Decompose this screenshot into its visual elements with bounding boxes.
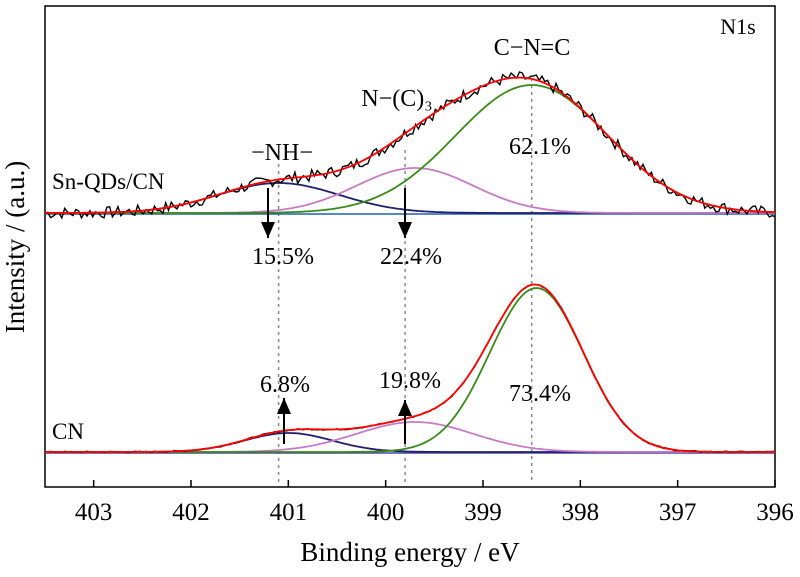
envelope-fit-1 (45, 283, 775, 453)
pct-label-cn-nh: 6.8% (260, 372, 310, 398)
arrow-sn-nc3-head (398, 222, 412, 238)
pct-label-cn-nc3: 19.8% (379, 368, 441, 394)
sample-label-cn: CN (52, 419, 84, 444)
spectrum-tag: N1s (720, 14, 755, 39)
x-tick-label-403: 403 (75, 499, 113, 526)
x-ticks: 403 402 401 400 399 398 397 396 (75, 480, 794, 526)
pct-label-sn-cnc: 62.1% (509, 134, 571, 160)
pct-label-sn-nc3: 22.4% (380, 244, 442, 270)
reference-lines (277, 78, 533, 484)
x-axis-title: Binding energy / eV (300, 537, 520, 567)
x-tick-label-400: 400 (367, 499, 405, 526)
x-tick-label-399: 399 (464, 499, 502, 526)
peak-label-nc3: N−(C)₃ (361, 86, 432, 112)
pct-label-sn-nh: 15.5% (252, 244, 314, 270)
x-tick-label-398: 398 (562, 499, 600, 526)
x-tick-label-397: 397 (659, 499, 697, 526)
peak-label-cnc: C−N=C (494, 35, 570, 61)
pct-label-cn-cnc: 73.4% (509, 381, 571, 407)
arrow-cn-nc3-head (398, 400, 412, 416)
arrow-sn-nh-head (261, 222, 275, 238)
sample-label-sn-qds-cn: Sn-QDs/CN (52, 169, 165, 194)
peak-label-nh: −NH− (251, 140, 313, 166)
raw-data-0 (44, 71, 776, 220)
envelope-fit-0 (45, 76, 775, 214)
y-axis-title: Intensity / (a.u.) (0, 161, 30, 333)
plot-frame (44, 5, 776, 488)
x-tick-label-401: 401 (270, 499, 308, 526)
curves-group (44, 71, 776, 454)
arrow-cn-nh-head (277, 398, 291, 414)
x-tick-label-402: 402 (172, 499, 210, 526)
x-tick-label-396: 396 (756, 499, 794, 526)
arrows-group (261, 188, 412, 444)
